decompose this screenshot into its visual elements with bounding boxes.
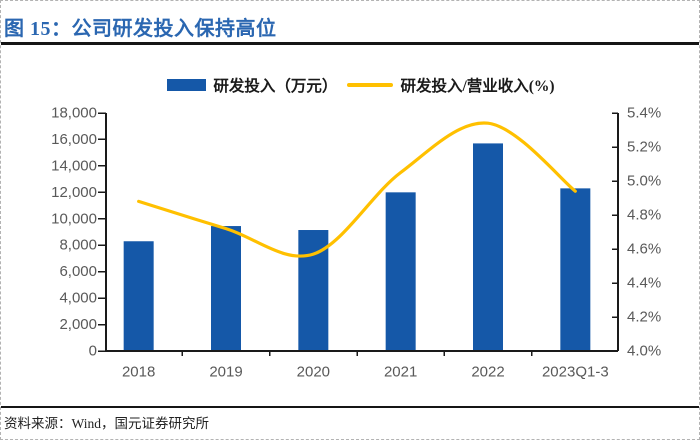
left-axis-tick-label: 4,000: [59, 290, 97, 307]
x-axis-category-label: 2022: [471, 364, 504, 381]
right-axis-tick-label: 5.4%: [627, 105, 661, 122]
legend-item-bar-series: 研发投入（万元）: [167, 74, 337, 96]
x-axis-category-label: 2018: [122, 364, 155, 381]
line-series-swatch-icon: [347, 83, 394, 87]
left-axis-tick-label: 2,000: [59, 316, 97, 333]
chart-legend: 研发投入（万元） 研发投入/营业收入(%): [1, 73, 699, 97]
bar-2019: [211, 226, 241, 351]
right-axis-tick-label: 4.4%: [627, 275, 661, 292]
x-axis-category-label: 2020: [297, 364, 330, 381]
left-axis-tick-label: 0: [89, 343, 97, 360]
figure-title: 图 15：公司研发投入保持高位: [4, 18, 277, 40]
bar-2021: [385, 192, 416, 351]
bar-2022: [473, 143, 503, 351]
source-note: 资料来源：Wind，国元证券研究所: [4, 416, 209, 431]
right-axis-tick-label: 4.2%: [627, 309, 661, 326]
left-axis-tick-label: 6,000: [59, 263, 97, 280]
bar-2023Q1-3: [560, 188, 591, 351]
line-series-label: 研发投入/营业收入(%): [400, 78, 555, 95]
bar-series-swatch-icon: [167, 79, 207, 91]
rd-ratio-line: [137, 121, 577, 258]
left-axis-tick-label: 10,000: [51, 210, 97, 227]
right-axis-tick-label: 4.6%: [627, 241, 661, 258]
legend-item-line-series: 研发投入/营业收入(%): [347, 74, 555, 96]
right-axis-tick-label: 5.0%: [627, 173, 661, 190]
x-axis-category-label: 2023Q1-3: [542, 364, 609, 381]
bar-2018: [123, 241, 154, 351]
left-axis-tick-label: 14,000: [51, 157, 97, 174]
left-axis-tick-label: 12,000: [51, 184, 97, 201]
source-divider-line: [1, 406, 699, 408]
left-axis-tick-label: 18,000: [51, 105, 97, 122]
left-axis-tick-label: 16,000: [51, 131, 97, 148]
right-axis-tick-label: 4.0%: [627, 343, 661, 360]
right-axis-tick-label: 5.2%: [627, 139, 661, 156]
right-axis-tick-label: 4.8%: [627, 207, 661, 224]
x-axis-category-label: 2021: [384, 364, 417, 381]
left-axis-tick-label: 8,000: [59, 237, 97, 254]
bar-series-label: 研发投入（万元）: [213, 78, 338, 95]
title-divider-line: [1, 42, 699, 45]
x-axis-category-label: 2019: [209, 364, 242, 381]
